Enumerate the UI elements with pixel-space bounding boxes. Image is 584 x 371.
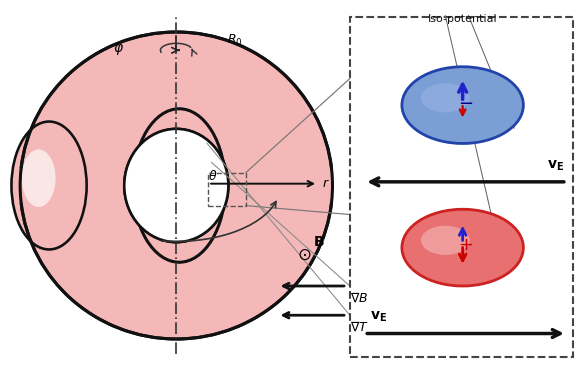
Text: $R_0$: $R_0$	[227, 33, 243, 49]
Ellipse shape	[421, 83, 470, 112]
Ellipse shape	[124, 129, 228, 242]
Text: $\mathbf{B}$: $\mathbf{B}$	[314, 235, 325, 249]
Circle shape	[402, 209, 523, 286]
Text: Iso-potential: Iso-potential	[428, 14, 498, 24]
Text: $r$: $r$	[322, 177, 330, 190]
Text: $-$: $-$	[458, 93, 473, 111]
Ellipse shape	[124, 129, 228, 242]
Ellipse shape	[124, 129, 228, 242]
Text: $\odot$: $\odot$	[297, 246, 312, 264]
Text: $\theta$: $\theta$	[208, 169, 217, 183]
Ellipse shape	[133, 109, 225, 262]
Bar	[350, 17, 572, 357]
Ellipse shape	[22, 150, 55, 207]
Text: $\varphi$: $\varphi$	[113, 42, 124, 57]
Ellipse shape	[144, 145, 186, 204]
Ellipse shape	[168, 147, 219, 232]
Bar	[208, 173, 246, 206]
Text: $\mathbf{v_E}$: $\mathbf{v_E}$	[370, 310, 387, 324]
Text: $\nabla B$: $\nabla B$	[350, 292, 368, 305]
Ellipse shape	[12, 122, 86, 249]
Circle shape	[402, 67, 523, 144]
Text: $+$: $+$	[458, 236, 473, 254]
Text: $\nabla T$: $\nabla T$	[350, 321, 369, 334]
Text: $\mathbf{v_E}$: $\mathbf{v_E}$	[547, 158, 564, 173]
Ellipse shape	[20, 32, 332, 339]
Ellipse shape	[421, 226, 470, 255]
